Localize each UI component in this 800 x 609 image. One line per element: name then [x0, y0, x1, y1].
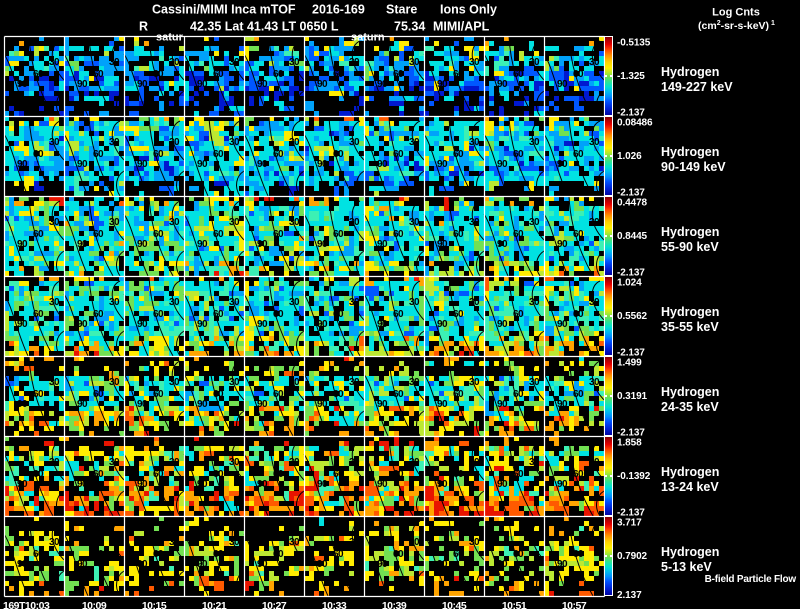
svg-text:1.024: 1.024 [617, 278, 642, 289]
svg-text:R: R [139, 20, 148, 34]
svg-text:0.8445: 0.8445 [617, 231, 648, 242]
svg-text:Hydrogen: Hydrogen [661, 145, 719, 159]
svg-text:Hydrogen: Hydrogen [661, 385, 719, 399]
svg-text:10:57: 10:57 [562, 600, 587, 609]
svg-text:75.34: 75.34 [394, 20, 425, 34]
svg-text:42.35 Lat 41.43 LT 0650 L: 42.35 Lat 41.43 LT 0650 L [190, 20, 339, 34]
svg-text:Hydrogen: Hydrogen [661, 545, 719, 559]
svg-text:Stare: Stare [386, 3, 417, 17]
svg-text:-1.325: -1.325 [617, 71, 645, 82]
svg-text:Hydrogen: Hydrogen [661, 65, 719, 79]
svg-text:10:45: 10:45 [442, 600, 467, 609]
svg-text:55-90 keV: 55-90 keV [661, 240, 719, 254]
svg-text:2.137: 2.137 [617, 590, 642, 601]
svg-text:13-24 keV: 13-24 keV [661, 480, 719, 494]
svg-text:10:27: 10:27 [262, 600, 287, 609]
svg-text:5-13 keV: 5-13 keV [661, 560, 712, 574]
svg-text:-2.137: -2.137 [617, 348, 645, 359]
svg-text:0.5562: 0.5562 [617, 311, 648, 322]
svg-text:-0.5135: -0.5135 [617, 38, 651, 49]
svg-text:10:33: 10:33 [322, 600, 347, 609]
svg-text:Cassini/MIMI Inca mTOF: Cassini/MIMI Inca mTOF [152, 3, 296, 17]
svg-text:-2.137: -2.137 [617, 268, 645, 279]
svg-text:0.3191: 0.3191 [617, 391, 648, 402]
svg-text:saturn: saturn [351, 32, 385, 44]
svg-text:149-227 keV: 149-227 keV [661, 80, 733, 94]
svg-text:169T10:03: 169T10:03 [3, 600, 50, 609]
svg-text:-2.137: -2.137 [617, 108, 645, 119]
svg-text:-2.137: -2.137 [617, 508, 645, 519]
svg-text:1.499: 1.499 [617, 358, 642, 369]
svg-text:-0.1392: -0.1392 [617, 471, 651, 482]
svg-text:-2.137: -2.137 [617, 428, 645, 439]
svg-text:10:21: 10:21 [202, 600, 227, 609]
svg-text:-2.137: -2.137 [617, 188, 645, 199]
svg-text:24-35 keV: 24-35 keV [661, 400, 719, 414]
svg-text:MIMI/APL: MIMI/APL [433, 20, 490, 34]
svg-text:B-field Particle Flow: B-field Particle Flow [705, 574, 797, 585]
svg-text:90-149 keV: 90-149 keV [661, 160, 726, 174]
svg-text:0.4478: 0.4478 [617, 198, 648, 209]
svg-text:Hydrogen: Hydrogen [661, 465, 719, 479]
svg-text:3.717: 3.717 [617, 518, 642, 529]
svg-text:satur: satur [156, 32, 184, 44]
svg-text:1.026: 1.026 [617, 151, 642, 162]
svg-text:10:15: 10:15 [142, 600, 167, 609]
svg-text:35-55 keV: 35-55 keV [661, 320, 719, 334]
svg-text:Hydrogen: Hydrogen [661, 225, 719, 239]
svg-text:Log Cnts: Log Cnts [712, 7, 760, 19]
svg-text:10:09: 10:09 [82, 600, 107, 609]
svg-text:Hydrogen: Hydrogen [661, 305, 719, 319]
svg-text:10:51: 10:51 [502, 600, 527, 609]
svg-text:(cm2-sr-s-keV) 1: (cm2-sr-s-keV) 1 [698, 20, 775, 32]
svg-text:10:39: 10:39 [382, 600, 407, 609]
svg-text:2016-169: 2016-169 [312, 3, 365, 17]
svg-text:0.08486: 0.08486 [617, 118, 653, 129]
svg-text:1.858: 1.858 [617, 438, 642, 449]
svg-text:Ions Only: Ions Only [440, 3, 497, 17]
svg-text:0.7902: 0.7902 [617, 551, 648, 562]
